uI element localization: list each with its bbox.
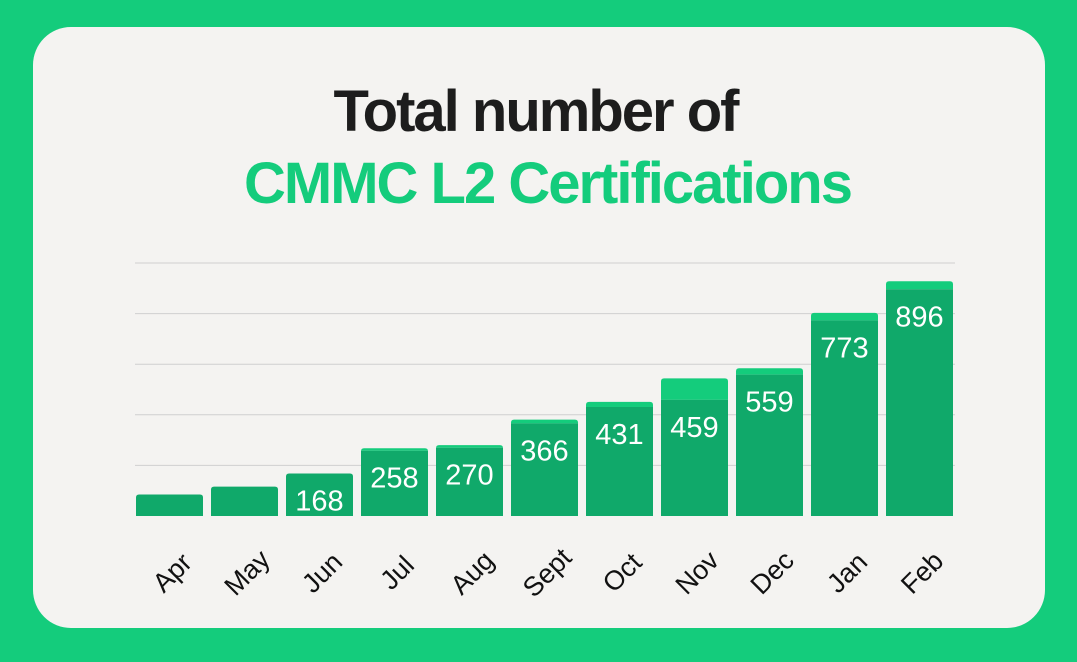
bar-top-sept	[511, 419, 578, 424]
value-label-jul: 258	[370, 463, 418, 495]
x-tick-label-jun: Jun	[296, 547, 348, 599]
x-tick-label-dec: Dec	[745, 545, 800, 600]
bar-top-jan	[811, 312, 878, 321]
x-tick-label-apr: Apr	[147, 547, 198, 598]
bar-jun	[286, 473, 353, 516]
bar-sept	[511, 423, 578, 516]
bar-feb	[886, 289, 953, 516]
x-tick-label-oct: Oct	[597, 547, 648, 598]
value-labels: 168 258 270 366 431 459 559 773 896	[295, 301, 943, 517]
x-tick-label-jan: Jan	[821, 547, 873, 599]
value-label-oct: 431	[595, 419, 643, 451]
value-label-jun: 168	[295, 485, 343, 517]
bar-may	[211, 486, 278, 516]
x-tick-label-jul: Jul	[374, 550, 420, 596]
bar-apr	[136, 494, 203, 516]
bar-jan	[811, 320, 878, 516]
x-axis-labels: Apr May Jun Jul Aug Sept Oct Nov Dec Jan Feb	[147, 542, 950, 603]
value-label-aug: 270	[445, 460, 493, 492]
bar-top-dec	[736, 368, 803, 375]
chart-title-line2: CMMC L2 Certifications	[244, 151, 853, 216]
value-label-jan: 773	[820, 332, 868, 364]
bar-oct	[586, 406, 653, 516]
bar-top-nov	[661, 378, 728, 400]
x-tick-label-sept: Sept	[517, 542, 578, 603]
value-label-feb: 896	[895, 301, 943, 333]
chart-title-line1: Total number of	[333, 79, 740, 144]
bar-dec	[736, 374, 803, 516]
bar-top-jul	[361, 448, 428, 452]
x-tick-label-feb: Feb	[895, 546, 949, 600]
x-tick-label-aug: Aug	[445, 545, 500, 600]
bar-top-aug	[436, 445, 503, 449]
bar-top-feb	[886, 281, 953, 290]
x-tick-label-may: May	[219, 544, 277, 602]
bars	[136, 281, 953, 516]
bar-jul	[361, 450, 428, 516]
bar-top-oct	[586, 401, 653, 407]
value-label-nov: 459	[670, 412, 718, 444]
x-tick-label-nov: Nov	[670, 545, 726, 601]
value-label-dec: 559	[745, 387, 793, 419]
bar-nov	[661, 399, 728, 516]
value-label-sept: 366	[520, 435, 568, 467]
bar-aug	[436, 447, 503, 516]
